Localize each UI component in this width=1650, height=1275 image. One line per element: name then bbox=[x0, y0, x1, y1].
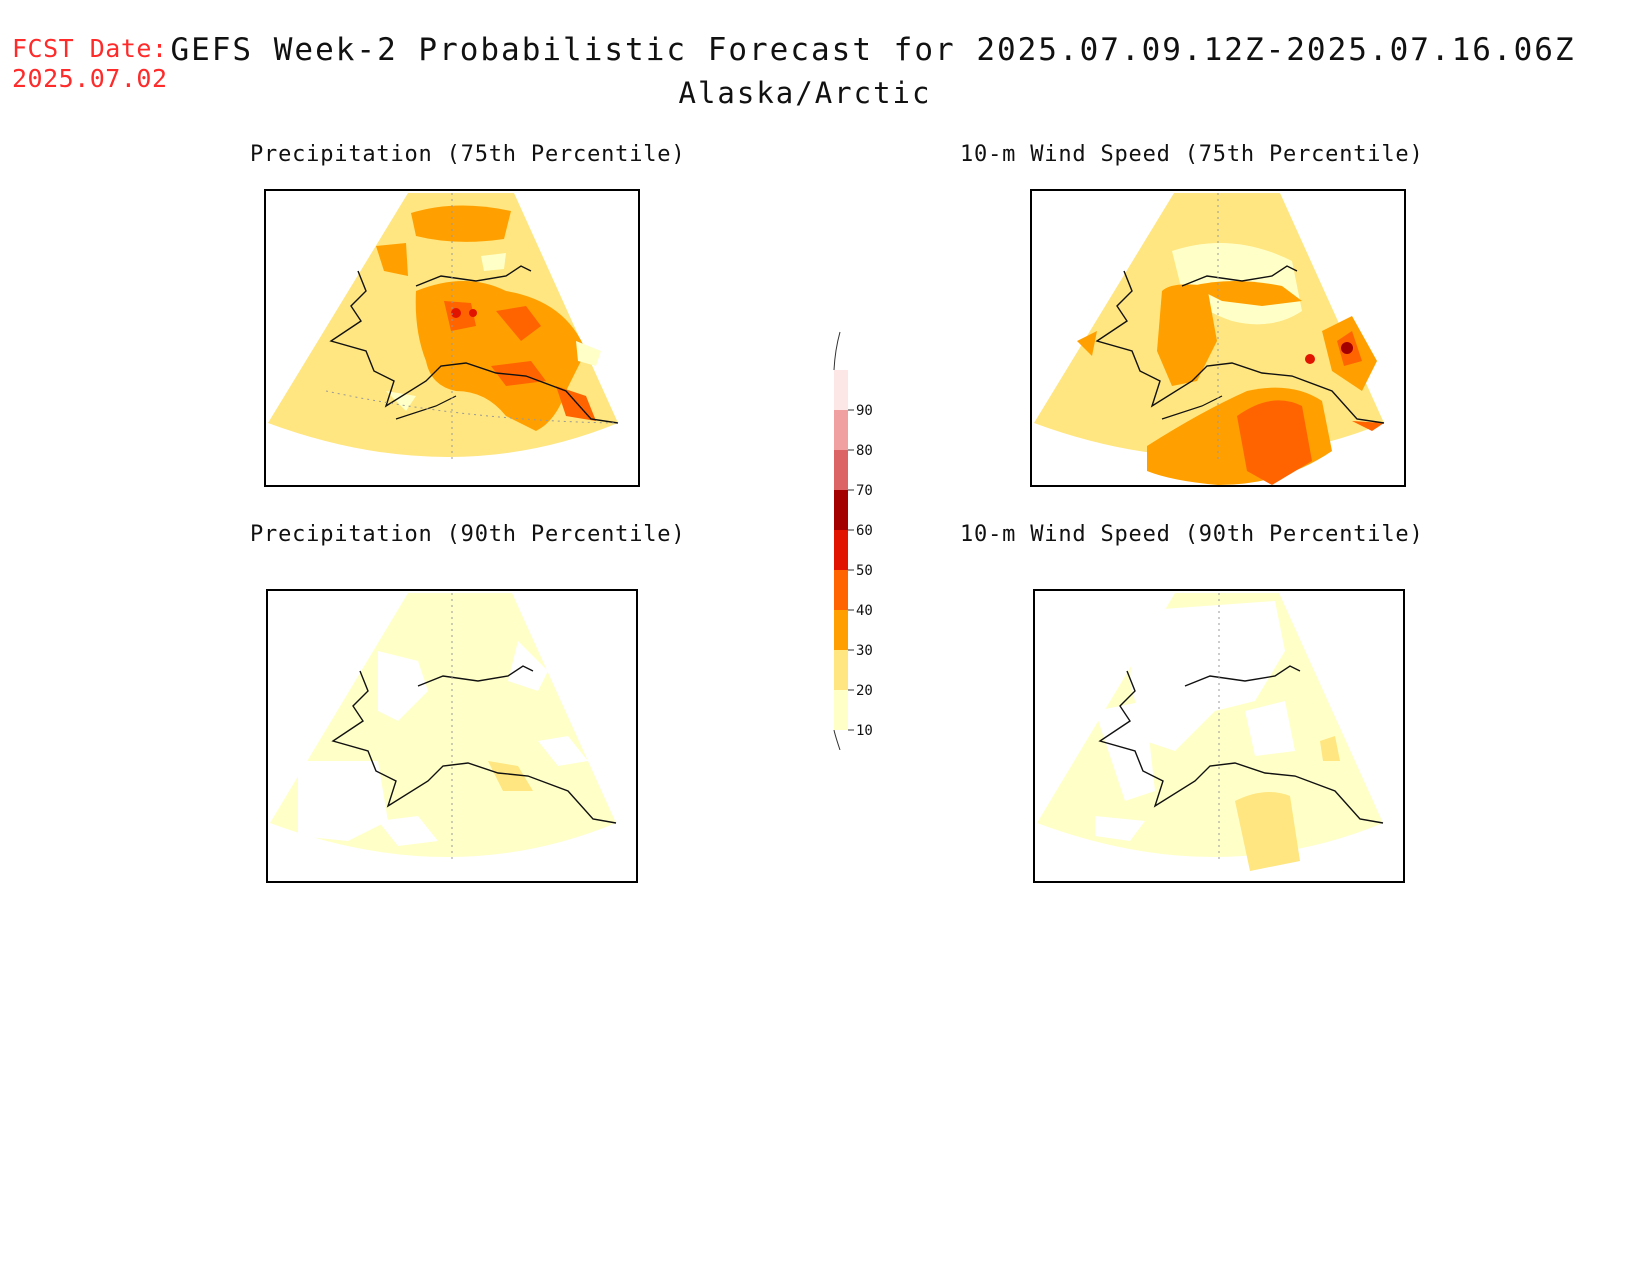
precip-max bbox=[451, 308, 461, 318]
map-precip-90 bbox=[270, 593, 617, 861]
precip-area bbox=[491, 361, 546, 386]
panel-title-precip-75: Precipitation (75th Percentile) bbox=[250, 142, 686, 167]
coastline bbox=[1098, 670, 1384, 824]
map-panel-precip-75 bbox=[264, 189, 640, 487]
map-panel-wind-90 bbox=[1033, 589, 1405, 883]
precip-area bbox=[496, 306, 541, 341]
fcst-date-caption: FCST Date: bbox=[12, 34, 168, 63]
colorbar-top-cap bbox=[833, 331, 841, 371]
colorbar-label-30: 30 bbox=[856, 643, 873, 659]
no-signal-area bbox=[378, 651, 428, 721]
colorbar: 10 20 30 40 50 60 70 80 90 bbox=[833, 331, 873, 750]
figure-subtitle: Alaska/Arctic bbox=[678, 76, 932, 110]
coastline bbox=[395, 395, 457, 420]
no-signal-area bbox=[538, 736, 588, 766]
precip-max bbox=[469, 309, 477, 317]
no-signal-area bbox=[1245, 701, 1295, 756]
precip-area bbox=[556, 386, 596, 421]
colorbar-swatch-60 bbox=[834, 490, 848, 530]
coastline bbox=[1184, 665, 1301, 687]
precip-area bbox=[386, 391, 416, 411]
colorbar-swatch-30 bbox=[834, 610, 848, 650]
no-signal-area bbox=[378, 816, 438, 846]
colorbar-swatch-90 bbox=[834, 370, 848, 410]
no-signal-area bbox=[1130, 601, 1285, 751]
colorbar-label-50: 50 bbox=[856, 563, 873, 579]
coastline bbox=[1095, 270, 1385, 424]
colorbar-swatch-80 bbox=[834, 410, 848, 450]
colorbar-swatch-20 bbox=[834, 650, 848, 690]
figure-title: GEFS Week-2 Probabilistic Forecast for 2… bbox=[170, 32, 1576, 68]
map-panel-precip-90 bbox=[266, 589, 638, 883]
panel-title-wind-75: 10-m Wind Speed (75th Percentile) bbox=[960, 142, 1424, 167]
map-wind-90 bbox=[1037, 593, 1384, 871]
colorbar-swatch-40 bbox=[834, 570, 848, 610]
colorbar-label-60: 60 bbox=[856, 523, 873, 539]
precip-area bbox=[376, 243, 408, 276]
coastline bbox=[415, 265, 532, 287]
graticule bbox=[325, 390, 619, 424]
precip-area bbox=[411, 205, 511, 242]
wind-max bbox=[1305, 354, 1315, 364]
colorbar-label-40: 40 bbox=[856, 603, 873, 619]
wind-area bbox=[1237, 400, 1312, 485]
wind-max bbox=[1341, 342, 1353, 354]
colorbar-label-10: 10 bbox=[856, 723, 873, 739]
coastline bbox=[417, 665, 534, 687]
colorbar-label-80: 80 bbox=[856, 443, 873, 459]
panel-title-precip-90: Precipitation (90th Percentile) bbox=[250, 522, 686, 547]
no-signal-area bbox=[1095, 701, 1155, 801]
no-signal-area bbox=[1095, 816, 1145, 841]
wind-area bbox=[1235, 792, 1300, 871]
coastline bbox=[331, 670, 617, 824]
wind-area bbox=[1352, 421, 1384, 431]
colorbar-swatch-50 bbox=[834, 530, 848, 570]
fcst-date-value: 2025.07.02 bbox=[12, 64, 168, 93]
colorbar-bottom-cap bbox=[833, 729, 841, 750]
colorbar-swatch-70 bbox=[834, 450, 848, 490]
precip-area bbox=[481, 253, 506, 271]
precip-area bbox=[576, 341, 601, 366]
colorbar-label-20: 20 bbox=[856, 683, 873, 699]
panel-title-wind-90: 10-m Wind Speed (90th Percentile) bbox=[960, 522, 1424, 547]
map-wind-75 bbox=[1034, 193, 1385, 485]
coastline bbox=[1181, 265, 1298, 287]
wind-area bbox=[1157, 284, 1217, 386]
colorbar-label-70: 70 bbox=[856, 483, 873, 499]
no-signal-area bbox=[508, 641, 548, 691]
colorbar-swatch-10 bbox=[834, 690, 848, 730]
map-panel-wind-75 bbox=[1030, 189, 1406, 487]
no-signal-area bbox=[298, 761, 388, 841]
wind-area bbox=[1077, 331, 1097, 356]
colorbar-label-90: 90 bbox=[856, 403, 873, 419]
forecast-date-label: FCST Date: 2025.07.02 bbox=[12, 34, 168, 94]
coastline bbox=[1161, 395, 1223, 420]
map-precip-75 bbox=[268, 193, 619, 461]
precip-area bbox=[488, 761, 533, 791]
wind-area bbox=[1192, 281, 1302, 306]
coastline bbox=[329, 270, 619, 424]
wind-area bbox=[1320, 736, 1340, 761]
